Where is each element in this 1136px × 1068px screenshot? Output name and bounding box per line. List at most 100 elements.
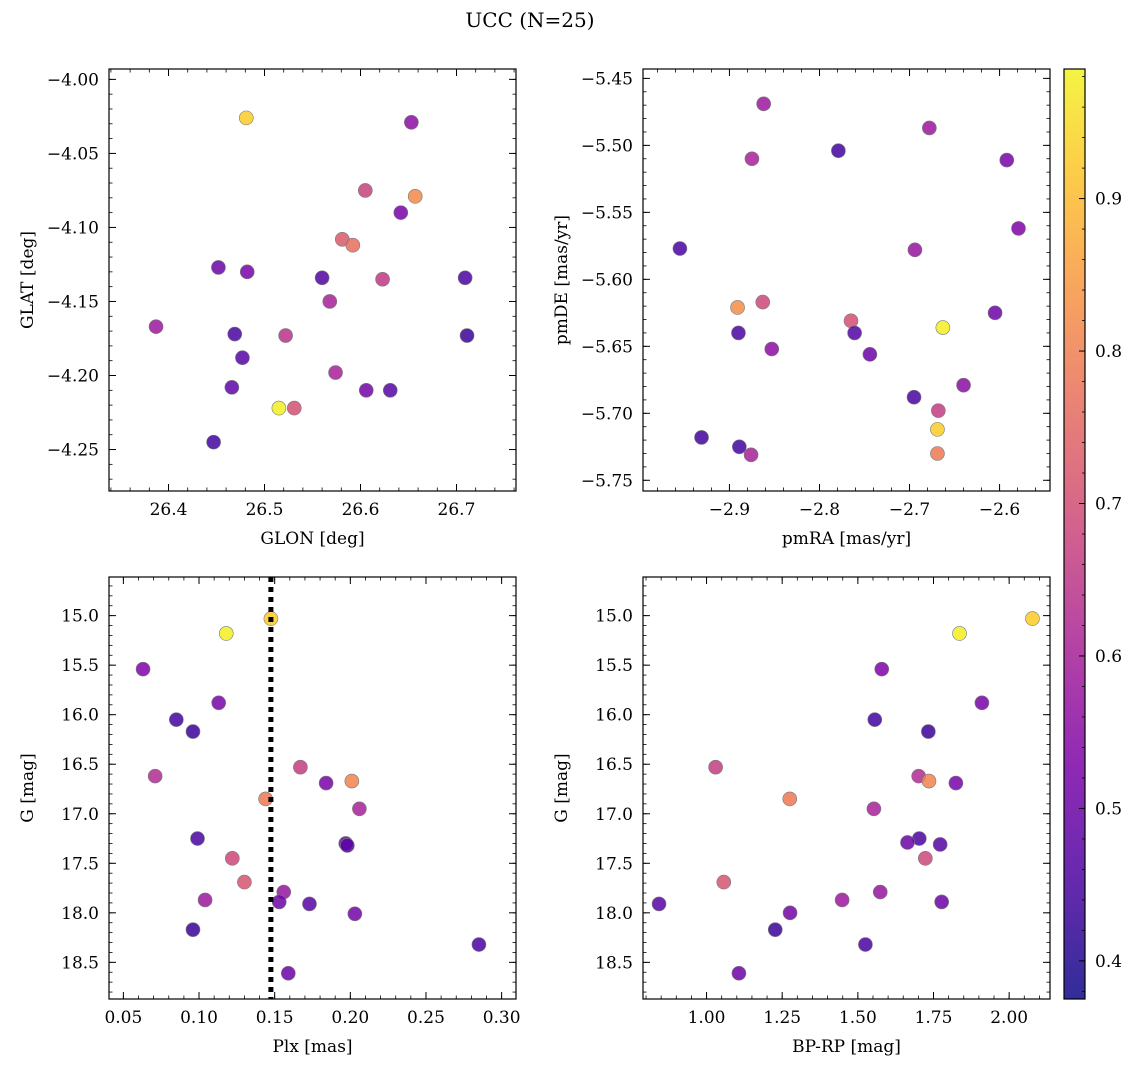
axes-frame xyxy=(108,576,517,1000)
data-point xyxy=(756,96,771,112)
y-tick-label: 15.0 xyxy=(61,607,99,627)
y-tick-label: −4.10 xyxy=(47,218,99,238)
data-point xyxy=(190,831,205,846)
y-tick-label: 16.5 xyxy=(595,755,633,775)
data-point xyxy=(293,759,308,775)
colorbar-gradient xyxy=(1064,69,1085,999)
data-point xyxy=(999,152,1015,168)
data-point xyxy=(952,626,967,641)
y-tick-label: −4.15 xyxy=(47,292,99,312)
x-tick-label: 2.00 xyxy=(990,1008,1028,1028)
data-point xyxy=(382,383,398,398)
data-point xyxy=(672,241,688,256)
x-tick-label: 26.7 xyxy=(438,500,476,520)
data-point xyxy=(358,383,374,398)
data-point xyxy=(357,183,373,198)
data-point xyxy=(767,922,783,937)
data-point xyxy=(1025,611,1040,626)
data-point xyxy=(987,305,1003,321)
data-point xyxy=(375,271,390,287)
y-tick-label: −5.65 xyxy=(581,337,633,357)
colorbar-tick-label: 0.6 xyxy=(1095,647,1122,667)
data-point xyxy=(347,906,363,922)
x-axis: 0.05 0.10 0.15 0.20 0.25 0.30 xyxy=(104,577,521,1028)
axes-frame xyxy=(642,576,1051,1000)
x-tick-label: −2.9 xyxy=(709,500,750,520)
x-axis: −2.9 −2.8 −2.7 −2.6 xyxy=(657,69,1036,520)
data-point xyxy=(847,325,862,341)
y-tick-label: −4.00 xyxy=(47,70,99,90)
data-point xyxy=(858,937,873,952)
y-tick-label: 17.5 xyxy=(61,854,99,874)
data-point xyxy=(224,380,240,395)
x-tick-label: 0.20 xyxy=(331,1008,369,1028)
y-tick-label: 16.0 xyxy=(595,706,633,726)
data-point xyxy=(271,894,287,910)
y-tick-label: −5.60 xyxy=(581,270,633,290)
data-point xyxy=(743,447,759,463)
y-tick-label: 17.0 xyxy=(61,805,99,825)
colorbar-tick-label: 0.4 xyxy=(1095,952,1122,972)
scatter-points xyxy=(672,96,1026,463)
y-tick-label: 15.5 xyxy=(595,656,633,676)
data-point xyxy=(302,896,317,912)
x-axis: 1.00 1.25 1.50 1.75 2.00 xyxy=(645,577,1040,1028)
colorbar: 0.4 0.5 0.6 0.7 0.8 0.9 xyxy=(1063,68,1122,1000)
y-tick-label: −4.05 xyxy=(47,144,99,164)
x-tick-label: −2.7 xyxy=(889,500,930,520)
x-tick-label: 0.05 xyxy=(104,1008,142,1028)
y-tick-label: −4.20 xyxy=(47,367,99,387)
data-point xyxy=(974,695,990,711)
data-point xyxy=(931,403,946,418)
data-point xyxy=(148,319,164,334)
x-tick-label: 1.25 xyxy=(763,1008,801,1028)
y-tick-label: −5.70 xyxy=(581,404,633,424)
y-tick-label: 15.0 xyxy=(595,607,633,627)
data-point xyxy=(197,892,213,908)
data-point xyxy=(235,350,250,366)
data-point xyxy=(782,905,798,921)
data-point xyxy=(782,791,798,807)
data-point xyxy=(900,835,915,850)
data-point xyxy=(206,434,221,450)
data-point xyxy=(708,759,723,775)
x-tick-label: 26.5 xyxy=(246,500,284,520)
data-point xyxy=(227,326,243,342)
data-point xyxy=(755,294,771,310)
x-tick-label: 1.50 xyxy=(839,1008,877,1028)
data-point xyxy=(211,260,226,275)
data-point xyxy=(457,270,473,286)
data-point xyxy=(732,439,747,455)
data-point xyxy=(907,242,923,258)
data-point xyxy=(471,937,487,952)
y-tick-label: 15.5 xyxy=(61,656,99,676)
y-tick-label: −5.50 xyxy=(581,136,633,156)
data-point xyxy=(866,801,882,817)
data-point xyxy=(831,143,846,159)
data-point xyxy=(867,712,883,727)
data-point xyxy=(318,775,334,791)
y-tick-label: 18.0 xyxy=(61,904,99,924)
x-axis-label: BP-RP [mag] xyxy=(792,1037,901,1057)
x-tick-label: 1.00 xyxy=(688,1008,726,1028)
y-axis: −4.25 −4.20 −4.15 −4.10 −4.05 −4.00 xyxy=(47,70,516,480)
figure-title: UCC (N=25) xyxy=(465,8,594,32)
data-point xyxy=(459,328,475,343)
colorbar-tick-label: 0.8 xyxy=(1095,342,1122,362)
scatter-points xyxy=(148,110,475,450)
y-axis-label: pmDE [mas/yr] xyxy=(552,215,572,345)
data-point xyxy=(211,695,226,711)
y-axis: −5.75 −5.70 −5.65 −5.60 −5.55 −5.50 −5.45 xyxy=(581,69,1050,491)
data-point xyxy=(956,377,971,393)
x-tick-label: 0.30 xyxy=(483,1008,521,1028)
y-tick-label: 17.0 xyxy=(595,805,633,825)
y-tick-label: 18.5 xyxy=(61,953,99,973)
y-tick-label: −5.45 xyxy=(581,69,633,89)
colorbar-tick-label: 0.7 xyxy=(1095,495,1122,515)
data-point xyxy=(322,294,338,309)
scatter-panel-2: −2.9 −2.8 −2.7 −2.6 −5.75 −5.70 −5.65 −5.60 −5.5… xyxy=(552,68,1051,549)
y-axis: 15.0 15.5 16.0 16.5 17.0 17.5 18.0 18.5 xyxy=(595,585,1050,993)
data-point xyxy=(921,724,936,739)
data-point xyxy=(906,389,922,405)
y-tick-label: −5.75 xyxy=(581,471,633,491)
